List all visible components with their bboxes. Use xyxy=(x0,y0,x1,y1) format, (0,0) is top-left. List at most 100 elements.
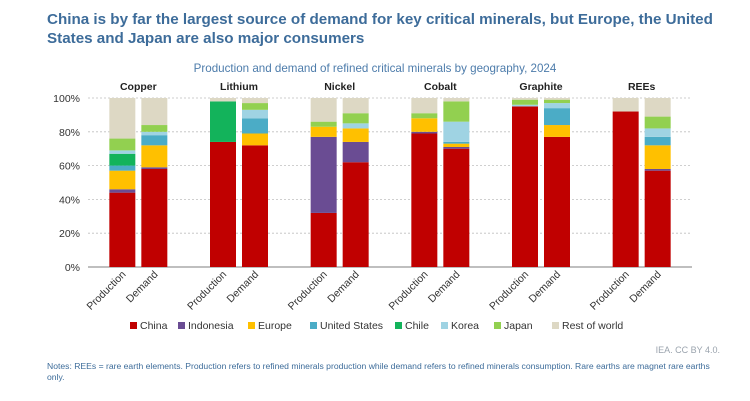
group-label-graphite: Graphite xyxy=(519,81,562,93)
bar-segment-nickel-production-rest-of-world xyxy=(310,98,337,122)
x-tick-label-demand: Demand xyxy=(124,269,161,306)
bar-segment-cobalt-production-china xyxy=(411,133,438,267)
legend-label-korea: Korea xyxy=(451,320,479,332)
bar-segment-copper-demand-japan xyxy=(141,125,168,132)
bar-segment-nickel-demand-rest-of-world xyxy=(342,98,369,114)
bar-segment-graphite-demand-europe xyxy=(544,125,570,137)
bar-segment-nickel-production-europe xyxy=(310,126,337,137)
bar-segment-cobalt-production-europe xyxy=(411,118,438,132)
bar-segment-cobalt-demand-japan xyxy=(443,101,470,122)
x-tick-label-production: Production xyxy=(588,269,632,313)
legend-swatch-indonesia xyxy=(178,322,185,329)
bar-segment-cobalt-demand-korea xyxy=(443,121,470,142)
bar-segment-cobalt-demand-europe xyxy=(443,143,470,148)
bar-segment-graphite-production-china xyxy=(512,106,538,267)
chart-subtitle: Production and demand of refined critica… xyxy=(193,62,557,75)
bar-segment-nickel-demand-indonesia xyxy=(342,141,369,163)
bar-segment-nickel-production-china xyxy=(310,212,337,267)
bar-segment-copper-demand-indonesia xyxy=(141,167,168,169)
bar-segment-copper-production-china xyxy=(109,192,136,267)
bar-segment-copper-demand-europe xyxy=(141,145,168,168)
bar-segment-copper-production-indonesia xyxy=(109,189,136,193)
bar-segment-graphite-production-rest-of-world xyxy=(512,98,538,100)
legend-label-europe: Europe xyxy=(258,320,292,332)
bar-segment-cobalt-demand-china xyxy=(443,148,470,267)
y-tick-label: 80% xyxy=(59,127,80,139)
y-tick-label: 20% xyxy=(59,228,80,240)
bar-segment-graphite-production-korea xyxy=(512,104,538,107)
chart-title: China is by far the largest source of de… xyxy=(47,11,713,47)
bar-segment-copper-production-europe xyxy=(109,170,136,190)
legend-swatch-united-states xyxy=(310,322,317,329)
bar-segment-cobalt-demand-rest-of-world xyxy=(443,98,470,102)
bar-segment-lithium-demand-europe xyxy=(242,133,268,146)
legend-swatch-chile xyxy=(395,322,402,329)
group-label-cobalt: Cobalt xyxy=(424,81,457,93)
legend-label-china: China xyxy=(140,320,168,332)
bar-segment-nickel-production-indonesia xyxy=(310,136,337,213)
legend-label-chile: Chile xyxy=(405,320,429,332)
x-tick-label-production: Production xyxy=(286,269,330,313)
bar-segment-cobalt-production-rest-of-world xyxy=(411,98,438,114)
bar-segment-lithium-demand-japan xyxy=(242,103,268,110)
bar-segment-rees-production-china xyxy=(612,111,639,268)
legend-swatch-korea xyxy=(441,322,448,329)
bar-segment-nickel-demand-japan xyxy=(342,113,369,124)
y-tick-label: 100% xyxy=(53,93,80,105)
bar-segment-copper-production-chile xyxy=(109,153,136,166)
bar-segment-rees-demand-europe xyxy=(644,145,671,169)
bar-segment-nickel-demand-korea xyxy=(342,123,369,129)
bar-segment-nickel-demand-europe xyxy=(342,128,369,142)
legend-label-indonesia: Indonesia xyxy=(188,320,234,332)
group-label-copper: Copper xyxy=(120,81,157,93)
bar-segment-graphite-production-japan xyxy=(512,99,538,105)
bar-segment-copper-demand-united-states xyxy=(141,135,168,146)
x-tick-label-demand: Demand xyxy=(225,269,262,306)
y-tick-label: 40% xyxy=(59,194,80,206)
x-tick-label-demand: Demand xyxy=(426,269,463,306)
bar-segment-rees-demand-indonesia xyxy=(644,168,671,171)
x-tick-label-production: Production xyxy=(386,269,430,313)
bar-segment-copper-production-korea xyxy=(109,150,136,154)
bar-segment-rees-production-rest-of-world xyxy=(612,98,639,112)
bar-segment-graphite-demand-united-states xyxy=(544,108,570,126)
y-tick-label: 60% xyxy=(59,161,80,173)
bar-segment-copper-demand-rest-of-world xyxy=(141,98,168,126)
bar-segment-copper-production-united-states xyxy=(109,165,136,171)
bar-segment-cobalt-production-japan xyxy=(411,113,438,119)
bar-segment-copper-demand-china xyxy=(141,168,168,267)
group-label-lithium: Lithium xyxy=(220,81,258,93)
legend-swatch-europe xyxy=(248,322,255,329)
x-tick-label-production: Production xyxy=(487,269,531,313)
bar-segment-cobalt-demand-united-states xyxy=(443,141,470,144)
bar-segment-graphite-demand-china xyxy=(544,136,570,267)
x-tick-label-production: Production xyxy=(84,269,128,313)
bar-segment-nickel-demand-china xyxy=(342,162,369,267)
chart-notes: Notes: REEs = rare earth elements. Produ… xyxy=(47,361,710,382)
bar-segment-cobalt-demand-indonesia xyxy=(443,147,470,149)
x-tick-label-demand: Demand xyxy=(627,269,664,306)
bar-segment-cobalt-production-indonesia xyxy=(411,131,438,134)
bar-segment-copper-production-japan xyxy=(109,138,136,151)
x-tick-label-demand: Demand xyxy=(527,269,564,306)
x-tick-label-demand: Demand xyxy=(325,269,362,306)
source-credit: IEA. CC BY 4.0. xyxy=(655,345,720,355)
bar-segment-graphite-demand-japan xyxy=(544,99,570,104)
bar-segment-lithium-demand-rest-of-world xyxy=(242,98,268,104)
legend-label-rest-of-world: Rest of world xyxy=(562,320,623,332)
bar-segment-lithium-production-chile xyxy=(210,101,236,142)
legend-swatch-rest-of-world xyxy=(552,322,559,329)
y-tick-label: 0% xyxy=(65,262,80,274)
bar-segment-rees-demand-rest-of-world xyxy=(644,98,671,117)
bar-segment-lithium-production-rest-of-world xyxy=(210,98,236,102)
group-label-nickel: Nickel xyxy=(324,81,355,93)
bar-segment-graphite-demand-korea xyxy=(544,103,570,109)
bar-segment-rees-demand-united-states xyxy=(644,136,671,146)
bar-segment-lithium-production-china xyxy=(210,141,236,267)
bar-segment-copper-production-rest-of-world xyxy=(109,98,136,139)
legend-swatch-japan xyxy=(494,322,501,329)
legend-label-united-states: United States xyxy=(320,320,383,332)
bar-segment-rees-demand-china xyxy=(644,170,671,267)
legend-swatch-china xyxy=(130,322,137,329)
